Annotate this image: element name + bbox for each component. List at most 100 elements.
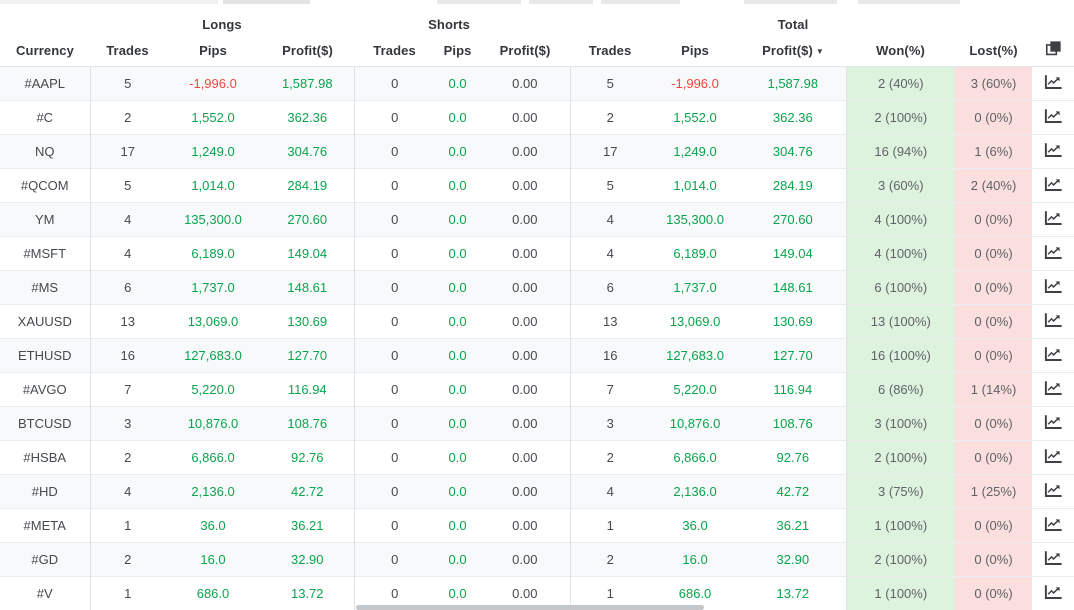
total-trades-cell: 4	[570, 474, 651, 509]
longs-pips-cell: 5,220.0	[165, 372, 261, 407]
shorts-profit-cell: 0.00	[480, 202, 571, 237]
shorts-profit-cell: 0.00	[480, 576, 571, 610]
chart-icon[interactable]	[1044, 278, 1062, 294]
currency-cell: #HD	[0, 474, 91, 509]
currency-cell: #HSBA	[0, 440, 91, 475]
row-chart-action-cell[interactable]	[1032, 576, 1074, 610]
table-row: #QCOM 5 1,014.0 284.19 0 0.0 0.00 5 1,01…	[0, 168, 1074, 203]
chart-icon[interactable]	[1044, 448, 1062, 464]
total-profit-cell: 149.04	[740, 236, 847, 271]
won-cell: 1 (100%)	[846, 576, 956, 610]
column-header-total-pips[interactable]: Pips	[650, 34, 741, 67]
row-chart-action-cell[interactable]	[1032, 100, 1074, 135]
chart-icon[interactable]	[1044, 414, 1062, 430]
total-profit-cell: 108.76	[740, 406, 847, 441]
row-chart-action-cell[interactable]	[1032, 508, 1074, 543]
chart-icon[interactable]	[1044, 244, 1062, 260]
column-header-total-profit[interactable]: Profit($) ▼	[740, 34, 847, 67]
shorts-profit-cell: 0.00	[480, 134, 571, 169]
longs-profit-cell: 32.90	[261, 542, 355, 577]
currency-cell: #V	[0, 576, 91, 610]
longs-pips-cell: -1,996.0	[165, 66, 261, 101]
column-header-shorts-profit[interactable]: Profit($)	[480, 34, 571, 67]
chart-icon[interactable]	[1044, 312, 1062, 328]
chart-icon[interactable]	[1044, 550, 1062, 566]
chart-icon[interactable]	[1044, 142, 1062, 158]
copy-icon[interactable]	[1044, 39, 1063, 58]
chart-icon[interactable]	[1044, 482, 1062, 498]
row-chart-action-cell[interactable]	[1032, 236, 1074, 271]
total-trades-cell: 1	[570, 508, 651, 543]
chart-icon[interactable]	[1044, 210, 1062, 226]
won-cell: 2 (100%)	[846, 440, 956, 475]
longs-trades-cell: 7	[90, 372, 165, 407]
shorts-trades-cell: 0	[354, 338, 436, 373]
longs-profit-cell: 42.72	[261, 474, 355, 509]
group-header-shorts: Shorts	[354, 6, 571, 34]
row-chart-action-cell[interactable]	[1032, 372, 1074, 407]
row-chart-action-cell[interactable]	[1032, 406, 1074, 441]
chart-icon[interactable]	[1044, 516, 1062, 532]
total-profit-cell: 42.72	[740, 474, 847, 509]
row-chart-action-cell[interactable]	[1032, 338, 1074, 373]
row-chart-action-cell[interactable]	[1032, 168, 1074, 203]
column-header-longs-profit[interactable]: Profit($)	[261, 34, 355, 67]
chart-icon[interactable]	[1044, 346, 1062, 362]
shorts-pips-cell: 0.0	[435, 372, 481, 407]
total-pips-cell: 135,300.0	[650, 202, 741, 237]
currency-cell: #AAPL	[0, 66, 91, 101]
column-header-currency[interactable]: Currency	[0, 34, 90, 67]
cropped-toolbar-edge	[601, 0, 680, 4]
shorts-trades-cell: 0	[354, 168, 436, 203]
cropped-toolbar-edge	[437, 0, 521, 4]
total-trades-cell: 17	[570, 134, 651, 169]
table-row: #C 2 1,552.0 362.36 0 0.0 0.00 2 1,552.0…	[0, 100, 1074, 135]
row-chart-action-cell[interactable]	[1032, 270, 1074, 305]
shorts-trades-cell: 0	[354, 508, 436, 543]
won-cell: 6 (86%)	[846, 372, 956, 407]
longs-pips-cell: 127,683.0	[165, 338, 261, 373]
chart-icon[interactable]	[1044, 380, 1062, 396]
shorts-trades-cell: 0	[354, 100, 436, 135]
longs-pips-cell: 13,069.0	[165, 304, 261, 339]
shorts-profit-cell: 0.00	[480, 338, 571, 373]
shorts-trades-cell: 0	[354, 372, 436, 407]
shorts-profit-cell: 0.00	[480, 66, 571, 101]
lost-cell: 0 (0%)	[955, 338, 1033, 373]
horizontal-scrollbar-thumb[interactable]	[356, 605, 704, 610]
column-header-longs-pips[interactable]: Pips	[165, 34, 261, 67]
column-header-lost[interactable]: Lost(%)	[955, 34, 1033, 67]
shorts-pips-cell: 0.0	[435, 66, 481, 101]
column-header-longs-trades[interactable]: Trades	[90, 34, 165, 67]
column-header-shorts-pips[interactable]: Pips	[435, 34, 481, 67]
column-header-won[interactable]: Won(%)	[846, 34, 956, 67]
lost-cell: 0 (0%)	[955, 236, 1033, 271]
row-chart-action-cell[interactable]	[1032, 134, 1074, 169]
total-profit-cell: 284.19	[740, 168, 847, 203]
table-row: #MS 6 1,737.0 148.61 0 0.0 0.00 6 1,737.…	[0, 270, 1074, 305]
longs-trades-cell: 4	[90, 236, 165, 271]
chart-icon[interactable]	[1044, 74, 1062, 90]
row-chart-action-cell[interactable]	[1032, 66, 1074, 101]
shorts-pips-cell: 0.0	[435, 542, 481, 577]
shorts-trades-cell: 0	[354, 542, 436, 577]
row-chart-action-cell[interactable]	[1032, 202, 1074, 237]
total-profit-cell: 127.70	[740, 338, 847, 373]
row-chart-action-cell[interactable]	[1032, 542, 1074, 577]
chart-icon[interactable]	[1044, 108, 1062, 124]
won-cell: 3 (75%)	[846, 474, 956, 509]
row-chart-action-cell[interactable]	[1032, 440, 1074, 475]
column-header-total-trades[interactable]: Trades	[570, 34, 651, 67]
shorts-pips-cell: 0.0	[435, 338, 481, 373]
total-trades-cell: 6	[570, 270, 651, 305]
shorts-profit-cell: 0.00	[480, 508, 571, 543]
chart-icon[interactable]	[1044, 176, 1062, 192]
column-header-shorts-trades[interactable]: Trades	[354, 34, 436, 67]
cropped-toolbar-edge	[223, 0, 310, 4]
row-chart-action-cell[interactable]	[1032, 304, 1074, 339]
chart-icon[interactable]	[1044, 584, 1062, 600]
lost-cell: 1 (6%)	[955, 134, 1033, 169]
total-pips-cell: 6,189.0	[650, 236, 741, 271]
row-chart-action-cell[interactable]	[1032, 474, 1074, 509]
shorts-pips-cell: 0.0	[435, 134, 481, 169]
